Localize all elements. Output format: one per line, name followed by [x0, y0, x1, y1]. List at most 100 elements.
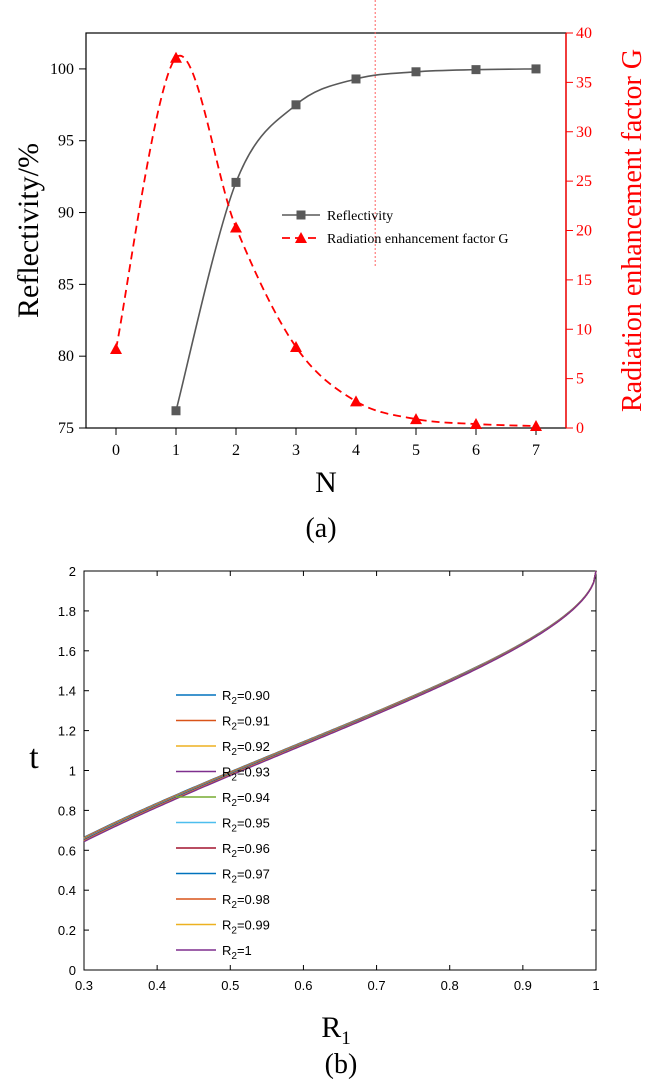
legend-label: R2=0.91: [222, 714, 270, 733]
y2-tick-label: 20: [576, 223, 592, 240]
y-tick-label: 0: [69, 963, 76, 978]
y-tick-label: 1.2: [58, 724, 76, 739]
plot-frame: [83, 570, 597, 971]
y-tick-label: 95: [58, 133, 74, 150]
legend-label: R2=0.94: [222, 790, 270, 809]
y-tick-label: 1.8: [58, 604, 76, 619]
y-tick-label: 80: [58, 348, 74, 365]
y2-tick-label: 35: [576, 74, 592, 91]
series-curve-r2: [83, 570, 597, 841]
reflectivity-point: [411, 67, 421, 77]
legend-label: R2=0.93: [222, 765, 270, 784]
reflectivity-point: [351, 74, 361, 84]
series-curve-r2: [83, 570, 597, 842]
legend-label: R2=0.92: [222, 739, 270, 758]
y2-tick-label: 0: [576, 420, 584, 437]
series-curve-r2: [83, 570, 597, 838]
plot-frame: [85, 32, 567, 429]
x-tick-label: 7: [532, 442, 540, 459]
x-tick-label: 0.7: [368, 978, 386, 993]
y-tick-label: 0.8: [58, 803, 76, 818]
y2-axis-label: Radiation enhancement factor G: [617, 49, 648, 412]
series-curve-r2: [83, 570, 597, 843]
legend-label: R2=0.98: [222, 892, 270, 911]
x-tick-label: 0.6: [294, 978, 312, 993]
y-tick-label: 75: [58, 420, 74, 437]
x-tick-label: 5: [412, 442, 420, 459]
x-tick-label: 1: [592, 978, 599, 993]
y2-tick-label: 5: [576, 371, 584, 388]
x-axis-label: R1: [321, 1011, 351, 1049]
x-tick-label: 0.8: [441, 978, 459, 993]
curves: [83, 570, 597, 843]
y-tick-label: 1.4: [58, 684, 76, 699]
legend: Reflectivity Radiation enhancement factor…: [282, 209, 509, 247]
legend-g-factor-label: Radiation enhancement factor G: [327, 232, 509, 247]
reflectivity-point: [171, 406, 181, 416]
g-factor-point: [230, 221, 242, 233]
series-curve-r2: [83, 570, 597, 839]
legend-label: R2=0.99: [222, 918, 270, 937]
panel-a-label: (a): [305, 513, 336, 544]
x-tick-label: 6: [472, 442, 480, 459]
y-tick-label: 0.2: [58, 923, 76, 938]
x-tick-label: 0: [112, 442, 120, 459]
series-curve-r2: [83, 570, 597, 839]
y-tick-label: 85: [58, 276, 74, 293]
g-factor-point: [290, 341, 302, 353]
legend-label: R2=0.95: [222, 816, 270, 835]
g-factor-point: [170, 51, 182, 63]
legend-label: R2=0.90: [222, 688, 270, 707]
legend-reflectivity-label: Reflectivity: [327, 209, 393, 224]
legend-g-factor-marker: [295, 232, 307, 243]
y-tick-label: 2: [69, 564, 76, 579]
legend: R2=0.90 R2=0.91 R2=0.92 R2=0.93 R2=0.94 R2=0.…: [176, 688, 270, 962]
series-curve-r2: [83, 570, 597, 842]
panel-a-reflectivity-chart: 0 1 2 3 4 5 6 7 75 80 85 90 95 100 0 5 10 15 20 25 30 35 40 N Re…: [12, 0, 648, 544]
x-tick-label: 0.3: [75, 978, 93, 993]
legend-label: R2=0.97: [222, 867, 270, 886]
y2-tick-label: 25: [576, 173, 592, 190]
y2-tick-label: 15: [576, 272, 592, 289]
y2-tick-label: 10: [576, 321, 592, 338]
reflectivity-point: [531, 64, 541, 74]
g-factor-point: [530, 420, 542, 432]
x-tick-label: 0.9: [514, 978, 532, 993]
series-reflectivity-line: [175, 68, 537, 411]
x-tick-label: 3: [292, 442, 300, 459]
x-tick-label: 4: [352, 442, 360, 459]
x-tick-label: 2: [232, 442, 240, 459]
panel-b-t-vs-r1-chart: 0.3 0.4 0.5 0.6 0.7 0.8 0.9 1 0 0.2 0.4 0.6 0.8 1 1.2 1…: [29, 564, 599, 1080]
series-curve-r2: [83, 570, 597, 840]
series-curve-r2: [83, 570, 597, 840]
series-curve-r2: [83, 570, 597, 841]
reflectivity-point: [231, 177, 241, 187]
g-factor-point: [110, 343, 122, 354]
y-tick-label: 1.6: [58, 644, 76, 659]
x-tick-label: 0.4: [148, 978, 166, 993]
legend-reflectivity-marker: [296, 210, 306, 220]
series-curve-r2: [83, 570, 597, 841]
g-factor-point: [350, 395, 362, 407]
legend-label: R2=1: [222, 943, 252, 962]
x-tick-label: 0.5: [221, 978, 239, 993]
x-axis-label: N: [315, 466, 337, 499]
panel-b-label: (b): [325, 1049, 358, 1080]
x-tick-label: 1: [172, 442, 180, 459]
y-tick-label: 90: [58, 205, 74, 222]
y-tick-label: 1: [69, 764, 76, 779]
y-axis-label: Reflectivity/%: [12, 143, 45, 318]
y-axis-label: t: [29, 739, 39, 776]
series-g-factor-line: [115, 54, 537, 427]
y2-tick-label: 30: [576, 124, 592, 141]
g-factor-point: [470, 418, 482, 430]
y-tick-label: 100: [50, 61, 74, 78]
y2-tick-label: 40: [576, 25, 592, 42]
y-tick-label: 0.4: [58, 883, 76, 898]
reflectivity-point: [471, 65, 481, 75]
legend-label: R2=0.96: [222, 841, 270, 860]
g-factor-point: [410, 413, 422, 425]
reflectivity-point: [291, 100, 301, 110]
y-tick-label: 0.6: [58, 843, 76, 858]
